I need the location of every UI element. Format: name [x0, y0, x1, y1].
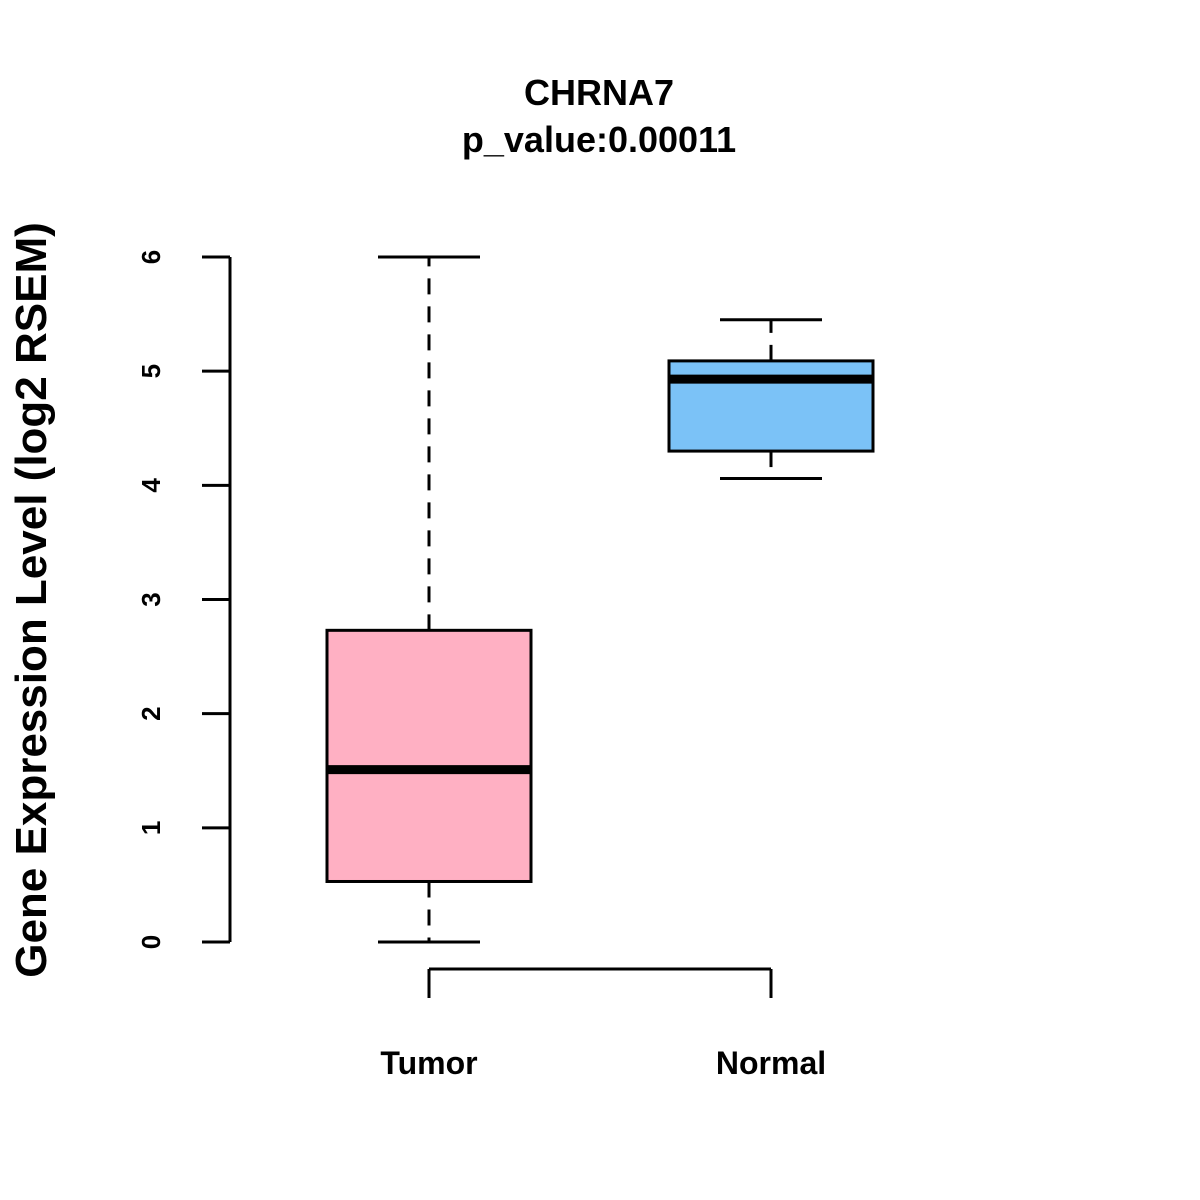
y-tick-label-5: 5 — [136, 364, 166, 378]
y-tick-label-1: 1 — [136, 821, 166, 835]
y-tick-label-2: 2 — [136, 706, 166, 720]
y-tick-label-0: 0 — [136, 935, 166, 949]
x-tick-label-normal: Normal — [716, 1045, 826, 1081]
iqr-box — [667, 359, 875, 453]
y-axis: 0 1 2 3 4 5 6 — [136, 250, 232, 949]
box-tumor — [325, 255, 533, 944]
boxes — [325, 255, 875, 944]
iqr-box — [325, 628, 533, 883]
y-tick-label-6: 6 — [136, 250, 166, 264]
y-tick-label-4: 4 — [136, 478, 166, 493]
x-axis: Tumor Normal — [380, 967, 826, 1081]
x-tick-label-tumor: Tumor — [380, 1045, 477, 1081]
y-tick-label-3: 3 — [136, 592, 166, 606]
chart-title: CHRNA7 — [524, 72, 674, 113]
chart-subtitle: p_value:0.00011 — [462, 119, 736, 160]
box-normal — [667, 318, 875, 480]
y-axis-label: Gene Expression Level (log2 RSEM) — [7, 222, 56, 978]
